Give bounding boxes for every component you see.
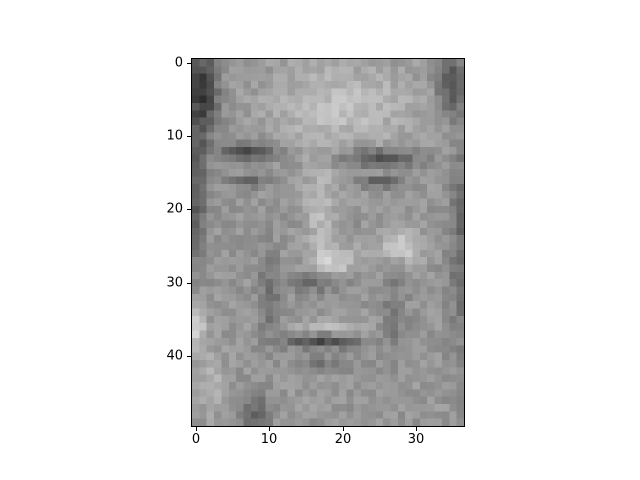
y-tick-mark [187, 209, 191, 210]
x-tick-mark [416, 427, 417, 431]
x-tick-label: 10 [260, 432, 278, 447]
x-tick-label: 0 [191, 432, 201, 447]
x-tick-mark [196, 427, 197, 431]
y-tick-label: 30 [166, 275, 183, 291]
image-heatmap [192, 59, 464, 426]
x-tick-mark [269, 427, 270, 431]
x-tick-mark [343, 427, 344, 431]
y-tick-label: 20 [166, 201, 183, 217]
x-tick-label: 20 [334, 432, 352, 447]
axes-frame [191, 58, 465, 427]
y-tick-label: 0 [174, 55, 183, 71]
y-tick-label: 40 [166, 348, 183, 364]
x-tick-label: 30 [407, 432, 425, 447]
y-tick-mark [187, 283, 191, 284]
y-tick-label: 10 [166, 128, 183, 144]
y-tick-mark [187, 136, 191, 137]
y-tick-mark [187, 63, 191, 64]
y-tick-mark [187, 356, 191, 357]
